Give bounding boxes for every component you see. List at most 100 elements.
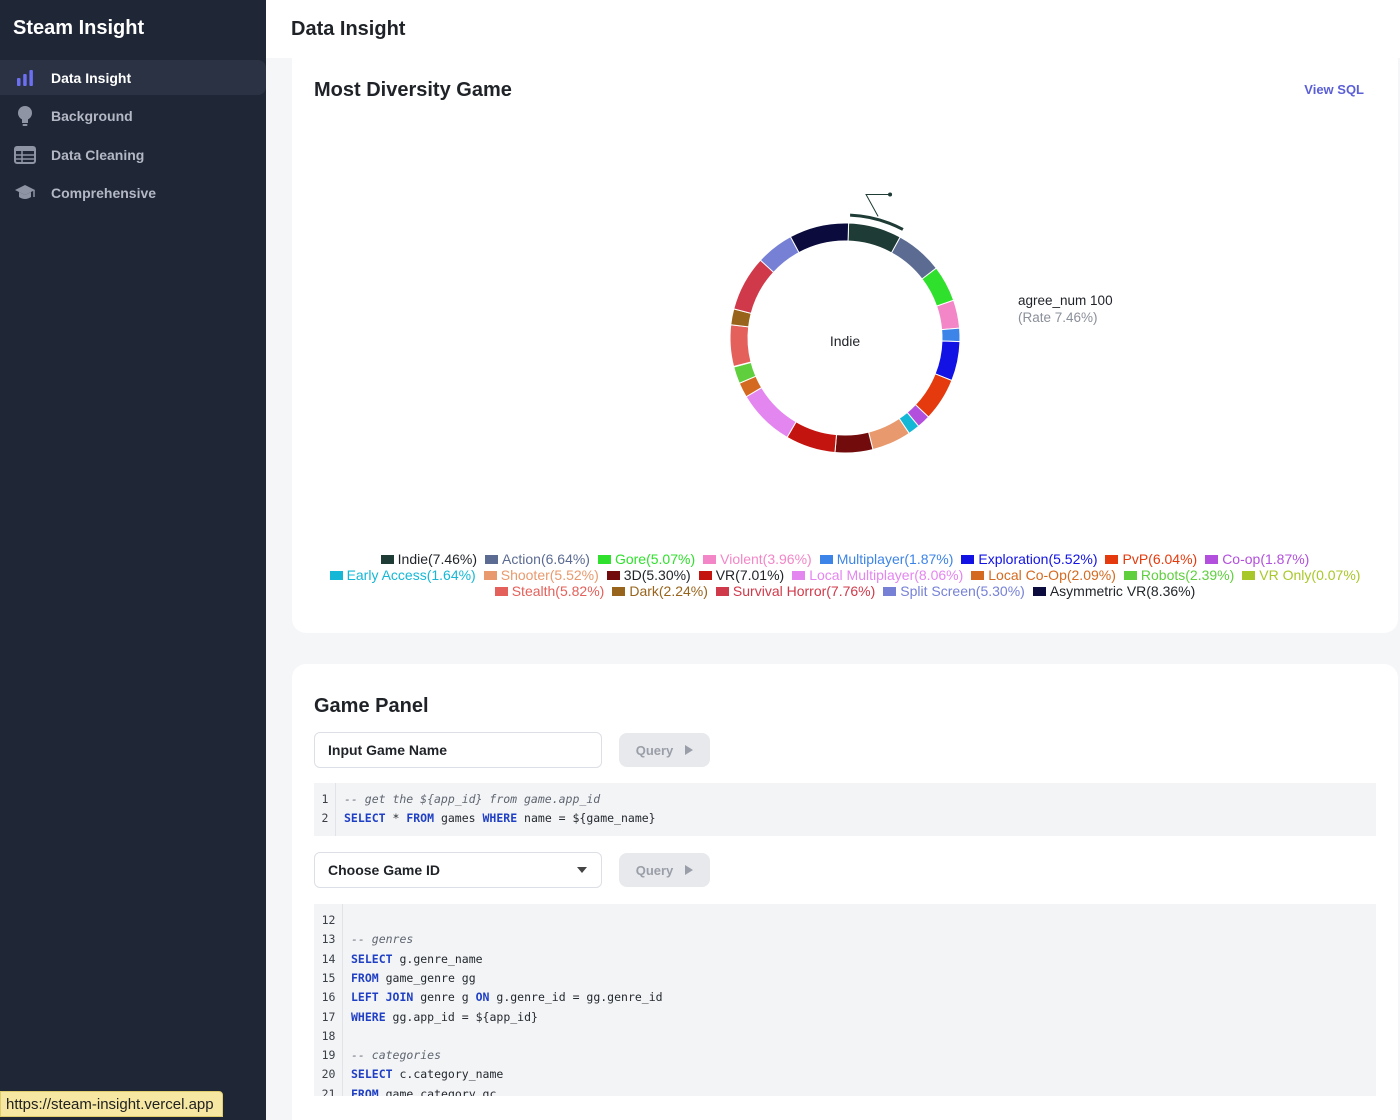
donut-slice-stealth[interactable] [729, 324, 752, 368]
code-line: 12 [314, 911, 1376, 930]
legend-swatch [1123, 570, 1137, 580]
sidebar-item-comprehensive[interactable]: Comprehensive [0, 176, 266, 211]
legend-item[interactable]: Early Access(1.64%) [329, 567, 476, 583]
legend-item[interactable]: VR(7.01%) [698, 567, 784, 583]
sidebar-item-data-insight[interactable]: Data Insight [0, 60, 266, 95]
legend-swatch [698, 570, 712, 580]
legend-item[interactable]: Dark(2.24%) [612, 583, 708, 599]
status-url: https://steam-insight.vercel.app [0, 1091, 223, 1117]
sidebar-item-label: Comprehensive [51, 185, 157, 201]
donut-chart: Indie agree_num 100 (Rate 7.46%) [729, 192, 1113, 454]
legend-item[interactable]: Robots(2.39%) [1123, 567, 1235, 583]
view-sql-link[interactable]: View SQL [1304, 82, 1364, 97]
legend-label: PvP(6.04%) [1122, 551, 1198, 567]
donut-slice-asymmetric-vr[interactable] [789, 222, 850, 254]
header: Data Insight [266, 0, 1400, 58]
legend-item[interactable]: PvP(6.04%) [1105, 551, 1197, 567]
code-text: SELECT g.genre_name [351, 951, 483, 966]
code-line: 1 -- get the ${app_id} from game.app_id [314, 790, 1376, 809]
legend-item[interactable]: Stealth(5.82%) [494, 583, 605, 599]
sidebar-item-background[interactable]: Background [0, 99, 266, 134]
play-icon [685, 865, 694, 875]
legend-row: Stealth(5.82%) Dark(2.24%) Survival Horror… [292, 583, 1398, 599]
line-number: 12 [321, 913, 336, 927]
legend-label: Survival Horror(7.76%) [732, 583, 876, 599]
code-line: 20 SELECT c.category_name [314, 1065, 1376, 1084]
code-text: FROM game_genre gg [351, 970, 476, 985]
code-line: 15 FROM game_genre gg [314, 969, 1376, 988]
legend-label: Stealth(5.82%) [511, 583, 605, 599]
line-gutter [314, 904, 343, 1096]
legend-item[interactable]: Asymmetric VR(8.36%) [1032, 583, 1195, 599]
line-number: 20 [321, 1067, 336, 1082]
legend-item[interactable]: Indie(7.46%) [380, 551, 478, 567]
legend-label: Local Co-Op(2.09%) [988, 567, 1116, 583]
bar-chart-icon [14, 67, 36, 89]
legend-item[interactable]: VR Only(0.07%) [1242, 567, 1360, 583]
legend-item[interactable]: 3D(5.30%) [606, 567, 691, 583]
legend-label: Gore(5.07%) [614, 551, 696, 567]
line-number: 17 [321, 1009, 336, 1024]
legend-item[interactable]: Shooter(5.52%) [483, 567, 599, 583]
legend-label: Robots(2.39%) [1140, 567, 1235, 583]
play-icon [685, 745, 694, 755]
donut-slice-violent[interactable] [935, 299, 961, 331]
code-text: SELECT c.category_name [351, 1067, 504, 1082]
donut-slice-3d[interactable] [834, 431, 874, 454]
table-icon [14, 144, 36, 166]
code-text: LEFT JOIN genre g ON g.genre_id = gg.gen… [351, 990, 663, 1005]
legend-item[interactable]: Violent(3.96%) [703, 551, 812, 567]
legend-item[interactable]: Co-op(1.87%) [1205, 551, 1309, 567]
page-title: Data Insight [291, 18, 406, 40]
sidebar-item-data-cleaning[interactable]: Data Cleaning [0, 137, 266, 172]
legend-swatch [485, 554, 499, 564]
legend-item[interactable]: Split Screen(5.30%) [883, 583, 1025, 599]
donut-slice-vr[interactable] [786, 421, 838, 454]
donut-slice-survival-horror[interactable] [733, 259, 775, 315]
line-number: 19 [321, 1048, 336, 1063]
legend-label: Indie(7.46%) [397, 551, 478, 567]
line-number: 2 [321, 811, 329, 826]
legend-swatch [715, 586, 729, 596]
graduation-cap-icon [14, 182, 36, 204]
code-line: 21 FROM game_category gc [314, 1085, 1376, 1096]
legend-swatch [1242, 570, 1256, 580]
legend-item[interactable]: Exploration(5.52%) [961, 551, 1097, 567]
code-line: 16 LEFT JOIN genre g ON g.genre_id = gg.g… [314, 988, 1376, 1007]
donut-center-label: Indie [830, 333, 861, 349]
legend-label: Co-op(1.87%) [1222, 551, 1310, 567]
code-line: 13 -- genres [314, 930, 1376, 949]
legend-label: Early Access(1.64%) [346, 567, 476, 583]
donut-slice-indie[interactable] [847, 222, 901, 254]
game-id-select[interactable]: Choose Game ID [314, 852, 602, 888]
legend-swatch [971, 570, 985, 580]
legend-item[interactable]: Survival Horror(7.76%) [715, 583, 876, 599]
legend-item[interactable]: Action(6.64%) [485, 551, 590, 567]
game-panel-title: Game Panel [314, 695, 429, 717]
legend-item[interactable]: Multiplayer(1.87%) [819, 551, 953, 567]
legend-item[interactable]: Local Co-Op(2.09%) [971, 567, 1116, 583]
app-title: Steam Insight [13, 17, 145, 39]
query-id-button[interactable]: Query [619, 853, 710, 887]
chevron-down-icon [577, 867, 587, 873]
legend-item[interactable]: Local Multiplayer(8.06%) [792, 567, 963, 583]
donut-slice-exploration[interactable] [934, 340, 961, 382]
tooltip-dot [888, 192, 893, 197]
code-line: 2 SELECT * FROM games WHERE name = ${game… [314, 809, 1376, 828]
line-gutter [314, 783, 336, 836]
line-number: 1 [321, 792, 329, 806]
code-text: FROM game_category gc [351, 1086, 497, 1096]
donut-slice-local-multiplayer[interactable] [745, 386, 797, 439]
legend-swatch [961, 554, 975, 564]
game-name-input[interactable]: Input Game Name [314, 732, 602, 768]
query-name-button[interactable]: Query [619, 733, 710, 767]
legend-label: Action(6.64%) [502, 551, 590, 567]
donut-slice-multiplayer[interactable] [941, 327, 961, 343]
code-line: 18 [314, 1027, 1376, 1046]
sidebar-nav: Data Insight Background Data Cleaning Co… [0, 60, 266, 214]
legend-item[interactable]: Gore(5.07%) [597, 551, 696, 567]
legend-swatch [1205, 554, 1219, 564]
line-number: 16 [321, 990, 336, 1005]
legend-swatch [597, 554, 611, 564]
game-panel-card: Game Panel Input Game Name Query 1 -- get… [292, 664, 1398, 1120]
